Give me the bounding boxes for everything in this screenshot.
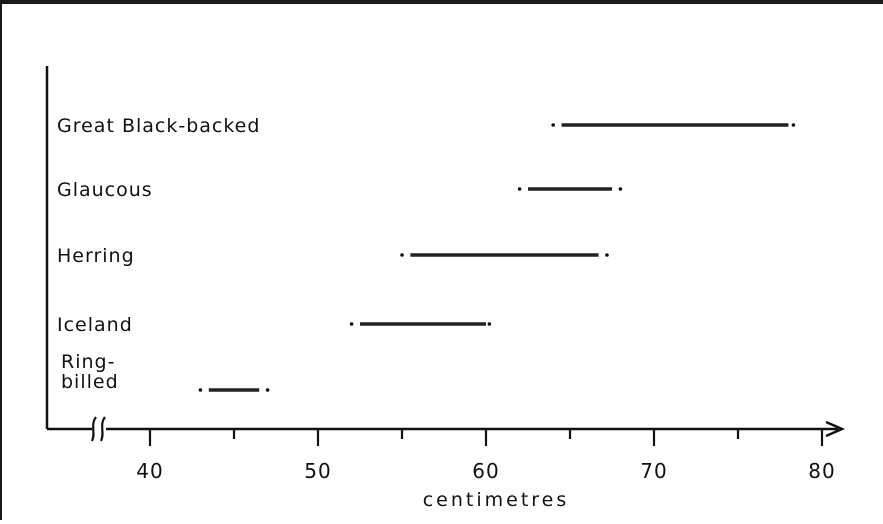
x-tick-label: 60	[472, 459, 499, 483]
x-tick-label: 80	[808, 459, 835, 483]
axis-break-mark	[90, 416, 97, 442]
x-axis-arrow	[825, 420, 846, 438]
range-min-dot	[198, 388, 203, 392]
range-chart: 40 50 60 70 80 centimetres Great Black-backed G…	[45, 66, 846, 511]
category-label: billed	[61, 371, 119, 393]
category-label: Ring-	[61, 351, 115, 373]
category-label: Glaucous	[57, 179, 153, 201]
category-label: Herring	[57, 245, 135, 267]
range-max-dot	[487, 322, 492, 326]
x-tick-label: 70	[640, 459, 667, 483]
range-min-dot	[517, 187, 522, 191]
range-max-dot	[265, 388, 270, 392]
range-min-dot	[551, 123, 555, 127]
axis-break-gap	[92, 424, 106, 434]
range-max-dot	[791, 123, 796, 127]
range-min-dot	[349, 322, 354, 326]
range-max-dot	[605, 253, 609, 257]
range-min-dot	[400, 253, 404, 257]
range-max-dot	[618, 187, 623, 191]
x-tick-label: 40	[136, 459, 163, 483]
axis-break-mark	[99, 416, 106, 442]
category-label: Iceland	[57, 314, 133, 336]
x-axis-title: centimetres	[423, 489, 570, 511]
x-tick-label: 50	[304, 459, 331, 483]
category-label: Great Black-backed	[57, 115, 260, 137]
